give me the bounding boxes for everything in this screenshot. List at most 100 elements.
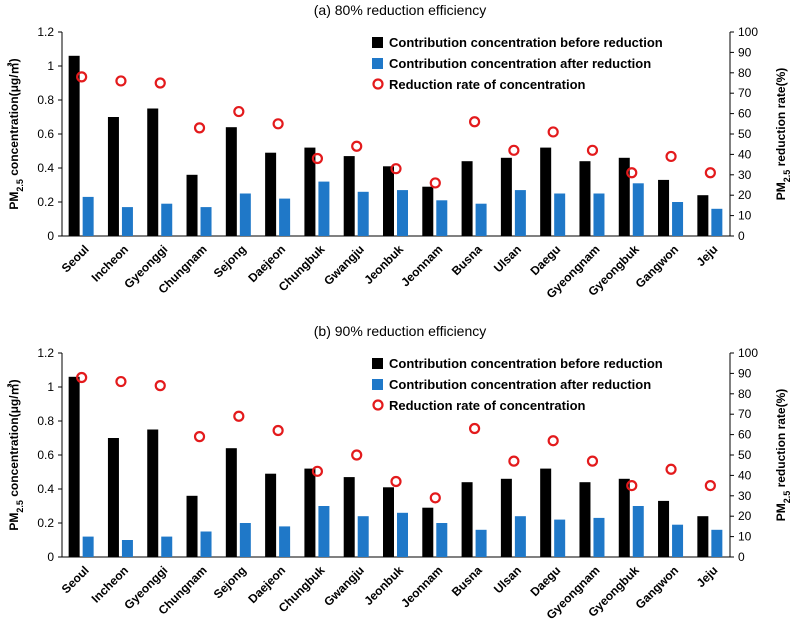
bar-before-gwangju xyxy=(343,156,355,236)
bar-after-jeonnam xyxy=(436,523,448,557)
rate-marker-busna xyxy=(468,422,481,435)
bar-before-daegu xyxy=(540,468,552,557)
bar-after-ulsan xyxy=(514,516,526,557)
y2-tick-label: 100 xyxy=(738,25,758,39)
y2-axis-label: PM2.5 reduction rate(%) xyxy=(774,68,792,201)
y2-tick-label: 60 xyxy=(738,428,752,442)
y-axis-label-main: PM xyxy=(7,192,21,210)
rate-marker-gwangju xyxy=(351,140,363,152)
category-label: Jeonnam xyxy=(398,242,445,289)
legend-label: Contribution concentration after reducti… xyxy=(389,56,651,71)
bar-before-gangwon xyxy=(658,500,670,557)
rate-marker-daejeon xyxy=(272,424,284,437)
rate-marker-gyeongbuk xyxy=(626,167,638,179)
bar-after-gyeonggi xyxy=(161,203,173,236)
rate-marker-gyeongnam xyxy=(586,144,599,156)
y-tick-label: 0.2 xyxy=(37,516,54,530)
y2-tick-label: 50 xyxy=(738,448,752,462)
y-axis-label-sub: 2.5 xyxy=(15,500,25,513)
y2-tick-label: 30 xyxy=(738,489,752,503)
rate-marker-jeonbuk xyxy=(390,475,402,488)
y-tick-label: 0.8 xyxy=(37,414,54,428)
y-tick-label: 0.4 xyxy=(37,482,54,496)
bar-after-jeju xyxy=(711,529,723,557)
category-label: Gwangju xyxy=(321,242,367,288)
legend-marker-rate xyxy=(372,399,384,411)
bar-after-gyeongnam xyxy=(593,193,605,236)
bar-before-busna xyxy=(461,482,473,557)
bar-before-incheon xyxy=(107,438,119,557)
y2-tick-label: 70 xyxy=(738,86,752,100)
rate-marker-daegu xyxy=(547,126,559,138)
legend-label: Contribution concentration before reduct… xyxy=(389,35,663,50)
bar-before-jeonbuk xyxy=(383,166,394,236)
rate-marker-sejong xyxy=(233,105,245,118)
legend-swatch-after xyxy=(372,379,383,390)
legend-swatch-before xyxy=(372,37,383,48)
bar-after-busna xyxy=(475,203,487,236)
y2-tick-label: 70 xyxy=(738,407,752,421)
bar-after-incheon xyxy=(121,540,133,557)
bar-before-jeju xyxy=(697,195,709,236)
y-tick-label: 0 xyxy=(47,550,54,564)
rate-marker-busna xyxy=(468,116,481,128)
bar-after-busna xyxy=(475,529,487,557)
bar-before-gyeongnam xyxy=(579,161,591,236)
y2-tick-label: 50 xyxy=(738,127,752,141)
y2-axis-label-sub: 2.5 xyxy=(782,491,792,504)
bar-after-daegu xyxy=(554,519,566,557)
y2-tick-label: 80 xyxy=(738,387,752,401)
rate-marker-chungnam xyxy=(193,431,206,443)
bar-before-gyeongbuk xyxy=(618,157,630,236)
bar-before-ulsan xyxy=(500,478,512,557)
chart-panel-b: (b) 90% reduction efficiency 0 0.2 0.4 0.6 0.… xyxy=(6,323,792,622)
panel-title: (b) 90% reduction efficiency xyxy=(314,323,487,339)
legend-swatch-before xyxy=(372,358,383,369)
rate-marker-daejeon xyxy=(272,118,284,130)
rate-marker-daegu xyxy=(547,435,559,447)
y-tick-label: 1 xyxy=(47,380,54,394)
legend-swatch-after xyxy=(372,58,383,69)
bar-before-chungbuk xyxy=(304,468,316,557)
bar-before-jeju xyxy=(697,516,709,557)
rate-marker-chungbuk xyxy=(311,152,324,165)
bar-after-gyeongbuk xyxy=(632,506,644,557)
legend-label: Reduction rate of concentration xyxy=(389,77,586,92)
bar-before-chungnam xyxy=(186,495,198,557)
y2-tick-label: 0 xyxy=(738,550,745,564)
legend-label: Reduction rate of concentration xyxy=(389,398,586,413)
bar-before-gyeonggi xyxy=(147,108,159,236)
y2-tick-label: 30 xyxy=(738,168,752,182)
rate-marker-seoul xyxy=(76,71,88,83)
y2-tick-label: 0 xyxy=(738,229,745,243)
bar-after-sejong xyxy=(239,193,251,236)
rate-marker-gyeonggi xyxy=(154,77,166,89)
y2-axis-label-main: PM xyxy=(774,503,788,521)
category-label: Jeju xyxy=(694,242,721,269)
bar-before-sejong xyxy=(225,448,237,557)
bar-after-seoul xyxy=(82,196,94,236)
y2-tick-label: 20 xyxy=(738,509,752,523)
bar-before-chungnam xyxy=(186,174,198,236)
rate-marker-gwangju xyxy=(351,449,363,461)
y-axis-label-sub: 2.5 xyxy=(15,179,25,192)
y-axis-label: PM2.5 concentration(μg/㎥) xyxy=(6,58,25,209)
y-tick-label: 0.6 xyxy=(37,448,54,462)
panel-title: (a) 80% reduction efficiency xyxy=(314,2,487,18)
bar-before-gyeongnam xyxy=(579,482,591,557)
bar-after-jeonbuk xyxy=(397,190,408,236)
rate-marker-gangwon xyxy=(665,463,677,475)
bar-after-daejeon xyxy=(279,526,291,557)
bar-before-daejeon xyxy=(265,152,277,236)
bar-after-chungbuk xyxy=(318,181,330,236)
y2-tick-label: 10 xyxy=(738,209,752,223)
bar-after-gyeonggi xyxy=(161,536,173,557)
category-label: Gangwon xyxy=(633,242,682,291)
bar-before-chungbuk xyxy=(304,147,316,236)
bar-before-daegu xyxy=(540,147,552,236)
y-tick-label: 1.2 xyxy=(37,346,54,360)
bar-after-gyeongnam xyxy=(593,517,605,557)
bar-after-daegu xyxy=(554,193,566,236)
bar-before-incheon xyxy=(107,117,119,236)
